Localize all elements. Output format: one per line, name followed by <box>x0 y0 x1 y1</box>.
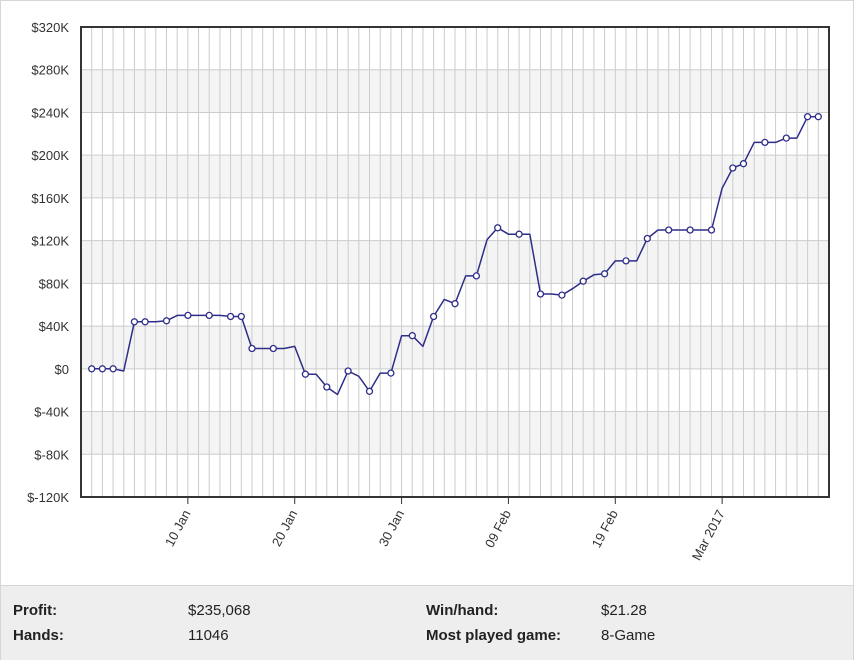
x-tick-label: 09 Feb <box>482 507 514 550</box>
y-tick-label: $240K <box>31 105 69 120</box>
data-point <box>88 365 96 373</box>
data-point <box>622 257 630 265</box>
x-axis-labels: 10 Jan 20 Jan 30 Jan 09 Feb 19 Feb Mar 2017 <box>162 497 728 563</box>
most-played-game-value: 8-Game <box>601 627 656 644</box>
x-tick-label: 10 Jan <box>162 507 194 549</box>
data-point <box>814 113 822 121</box>
data-point <box>141 318 149 326</box>
data-point <box>109 365 117 373</box>
data-point <box>344 367 352 375</box>
x-tick-label: Mar 2017 <box>689 507 728 563</box>
win-per-hand-label: Win/hand: <box>426 602 499 619</box>
profit-chart: $-120K $-80K $-40K $0 $40K $80K $120K $160K $200… <box>27 20 830 563</box>
data-point <box>761 138 769 147</box>
data-point <box>130 318 139 326</box>
data-point <box>451 300 459 308</box>
data-point <box>536 290 545 298</box>
x-tick-label: 19 Feb <box>589 507 621 550</box>
data-point <box>365 387 374 395</box>
data-point <box>269 344 277 353</box>
y-axis-labels: $-120K $-80K $-40K $0 $40K $80K $120K $160K $200… <box>27 20 69 505</box>
y-tick-label: $200K <box>31 148 69 163</box>
y-tick-label: $320K <box>31 20 69 35</box>
data-point <box>162 317 171 325</box>
data-point <box>579 277 587 285</box>
data-point <box>184 311 192 320</box>
profit-value: $235,068 <box>188 602 251 619</box>
data-point <box>515 230 523 238</box>
data-point <box>600 270 609 278</box>
data-point <box>665 226 673 234</box>
plot-border <box>80 26 830 498</box>
y-tick-label: $-40K <box>34 405 69 420</box>
data-point <box>707 226 716 234</box>
data-point <box>387 369 395 377</box>
data-point <box>494 224 502 232</box>
data-point <box>408 332 416 340</box>
data-point <box>558 291 566 299</box>
data-point <box>301 370 310 378</box>
data-point <box>237 312 245 321</box>
win-per-hand-value: $21.28 <box>601 602 647 619</box>
data-point <box>739 160 748 168</box>
hands-label: Hands: <box>13 627 64 644</box>
x-tick-label: 30 Jan <box>376 507 408 549</box>
y-tick-label: $0 <box>55 362 69 377</box>
y-tick-label: $80K <box>39 276 70 291</box>
data-point <box>98 365 107 373</box>
most-played-game-label: Most played game: <box>426 627 562 644</box>
data-point <box>643 234 651 243</box>
data-point <box>429 312 438 321</box>
data-point <box>248 344 256 353</box>
data-point <box>686 226 694 234</box>
data-point <box>803 113 812 121</box>
y-tick-label: $120K <box>31 234 69 249</box>
data-point <box>782 134 790 142</box>
y-tick-label: $160K <box>31 191 69 206</box>
profit-label: Profit: <box>13 602 58 619</box>
data-point <box>472 272 481 280</box>
data-point <box>323 383 331 391</box>
data-point <box>226 312 235 321</box>
y-tick-label: $-80K <box>34 447 69 462</box>
hands-value: 11046 <box>188 627 229 644</box>
x-tick-label: 20 Jan <box>269 507 301 549</box>
y-tick-label: $280K <box>31 63 69 78</box>
profit-series <box>88 113 822 396</box>
stats-panel: Profit: $235,068 Hands: 11046 Win/hand: … <box>1 585 853 660</box>
data-point <box>729 164 737 172</box>
y-tick-label: $40K <box>39 319 70 334</box>
data-point <box>205 311 213 320</box>
y-tick-label: $-120K <box>27 490 69 505</box>
